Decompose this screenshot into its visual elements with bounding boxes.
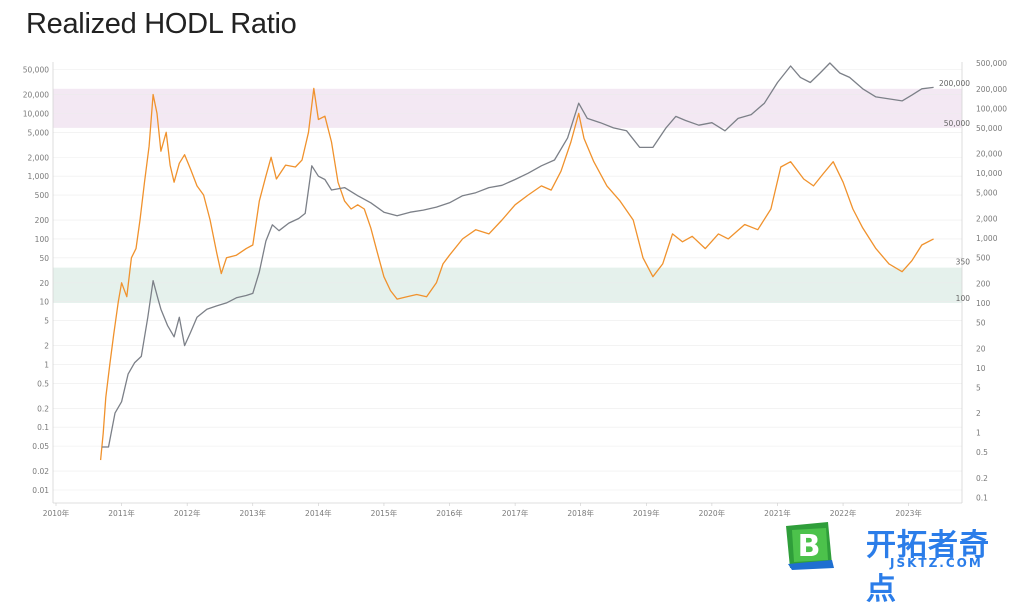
- right-axis-tick: 1,000: [976, 234, 998, 243]
- left-axis-tick: 2,000: [28, 153, 50, 162]
- x-axis-tick: 2013年: [239, 508, 266, 518]
- label-layer: 200,000 50,000 350 100: [939, 79, 970, 303]
- x-axis-tick: 2012年: [174, 508, 201, 518]
- grid-layer: [53, 69, 962, 491]
- right-axis-tick: 20: [976, 344, 986, 353]
- right-axis-tick: 1: [976, 429, 981, 438]
- left-axis-tick: 50: [39, 254, 49, 263]
- left-axis-tick: 5: [44, 317, 49, 326]
- right-axis-tick: 50: [976, 318, 986, 327]
- right-axis-tick: 500,000: [976, 59, 1007, 68]
- right-axis-tick: 100,000: [976, 104, 1007, 113]
- x-axis-tick: 2017年: [502, 508, 529, 518]
- right-axis-tick: 10: [976, 364, 986, 373]
- left-axis-tick: 0.02: [32, 467, 49, 476]
- realized-hodl-ratio-chart: 50,000 20,000 10,000 5,000 2,000 1,000 500 200 1…: [23, 59, 1007, 518]
- right-axis-tick: 50,000: [976, 124, 1002, 133]
- x-axis-tick: 2023年: [895, 508, 922, 518]
- right-axis-tick: 200,000: [976, 85, 1007, 94]
- left-axis-tick: 5,000: [28, 128, 50, 137]
- x-axis-tick: 2015年: [371, 508, 398, 518]
- left-axis-tick: 0.1: [37, 423, 49, 432]
- x-axis-tick: 2018年: [567, 508, 594, 518]
- right-axis-tick: 5: [976, 383, 981, 392]
- left-axis-tick: 2: [44, 342, 49, 351]
- band-label-top: 200,000: [939, 79, 970, 88]
- brand-logo-icon: B: [786, 522, 834, 570]
- x-axis-tick: 2019年: [633, 508, 660, 518]
- x-axis-tick: 2020年: [699, 508, 726, 518]
- brand-logo-letter: B: [798, 529, 821, 564]
- hodl-ratio-line: [99, 87, 934, 461]
- brand-watermark: B 开拓者奇点 JSKTZ.COM: [782, 518, 1018, 607]
- band-layer: [53, 88, 962, 303]
- left-axis-tick: 0.5: [37, 379, 49, 388]
- left-axis-tick: 20: [39, 279, 49, 288]
- x-axis-tick: 2010年: [43, 508, 70, 518]
- series-layer: [99, 62, 934, 461]
- x-axis-tick: 2014年: [305, 508, 332, 518]
- left-axis-tick: 10: [39, 298, 49, 307]
- right-axis-tick: 0.2: [976, 474, 988, 483]
- right-axis-tick: 200: [976, 279, 991, 288]
- left-axis-tick: 10,000: [23, 109, 49, 118]
- band-label-top: 350: [956, 258, 971, 267]
- brand-url: JSKTZ.COM: [890, 556, 983, 570]
- right-axis-tick: 0.5: [976, 448, 988, 457]
- right-axis-tick: 20,000: [976, 150, 1002, 159]
- page-title: Realized HODL Ratio: [26, 8, 297, 40]
- right-axis-tick: 500: [976, 254, 991, 263]
- right-axis-tick: 5,000: [976, 189, 998, 198]
- x-axis-tick: 2021年: [764, 508, 791, 518]
- right-axis-tick: 2: [976, 409, 981, 418]
- band-label-bottom: 50,000: [944, 119, 970, 128]
- right-axis-tick: 100: [976, 299, 991, 308]
- x-axis-tick: 2022年: [830, 508, 857, 518]
- axes-layer: 50,000 20,000 10,000 5,000 2,000 1,000 500 200 1…: [23, 59, 1007, 518]
- left-axis-tick: 100: [35, 235, 50, 244]
- left-axis-tick: 0.05: [32, 442, 49, 451]
- right-axis-tick: 2,000: [976, 215, 998, 224]
- upper-band: [53, 88, 962, 128]
- right-axis-tick: 0.1: [976, 494, 988, 503]
- x-axis-tick: 2016年: [436, 508, 463, 518]
- left-axis-tick: 0.01: [32, 486, 49, 495]
- right-axis-tick: 10,000: [976, 169, 1002, 178]
- left-axis-tick: 50,000: [23, 66, 49, 75]
- band-label-bottom: 100: [956, 294, 971, 303]
- left-axis-tick: 200: [35, 216, 50, 225]
- left-axis-tick: 500: [35, 191, 50, 200]
- price-line: [101, 62, 934, 448]
- left-axis-tick: 1: [44, 360, 49, 369]
- left-axis-tick: 20,000: [23, 90, 49, 99]
- left-axis-tick: 0.2: [37, 404, 49, 413]
- x-axis-tick: 2011年: [108, 508, 135, 518]
- lower-band: [53, 267, 962, 303]
- left-axis-tick: 1,000: [28, 172, 50, 181]
